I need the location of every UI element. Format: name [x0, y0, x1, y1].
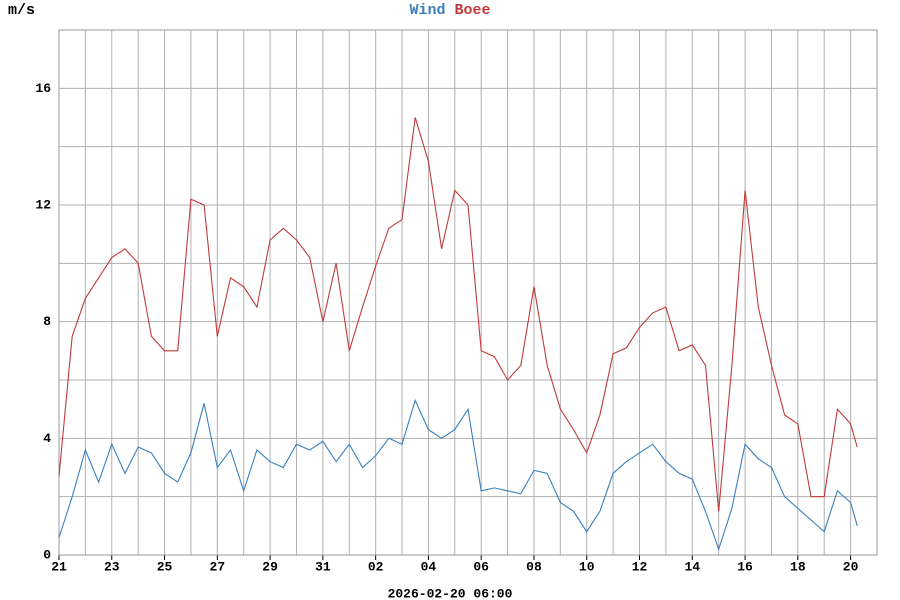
legend-entry: Wind [409, 2, 445, 19]
y-tick-label: 8 [43, 314, 51, 329]
x-tick-label: 21 [51, 559, 67, 574]
x-tick-label: 25 [157, 559, 173, 574]
x-tick-label: 18 [790, 559, 806, 574]
legend-entry: Boee [455, 2, 491, 19]
series-line [58, 117, 858, 512]
x-tick-label: 06 [473, 559, 489, 574]
x-axis-label: 2026-02-20 06:00 [388, 586, 513, 600]
y-tick-label: 0 [43, 547, 51, 562]
y-tick-label: 16 [35, 81, 51, 96]
x-tick-label: 29 [262, 559, 278, 574]
legend: Wind Boee [409, 2, 490, 19]
plot-frame [58, 29, 878, 556]
x-tick-label: 20 [843, 559, 859, 574]
y-tick-label: 12 [35, 197, 51, 212]
x-tick-label: 14 [684, 559, 700, 574]
y-axis-label: m/s [8, 2, 35, 19]
x-tick-label: 16 [737, 559, 753, 574]
series-line [58, 398, 858, 551]
x-tick-label: 23 [104, 559, 120, 574]
x-tick-label: 12 [632, 559, 648, 574]
y-tick-label: 4 [43, 431, 51, 446]
x-tick-label: 27 [210, 559, 226, 574]
x-tick-label: 04 [421, 559, 437, 574]
x-tick-label: 08 [526, 559, 542, 574]
x-tick-label: 10 [579, 559, 595, 574]
x-tick-label: 31 [315, 559, 331, 574]
x-tick-label: 02 [368, 559, 384, 574]
